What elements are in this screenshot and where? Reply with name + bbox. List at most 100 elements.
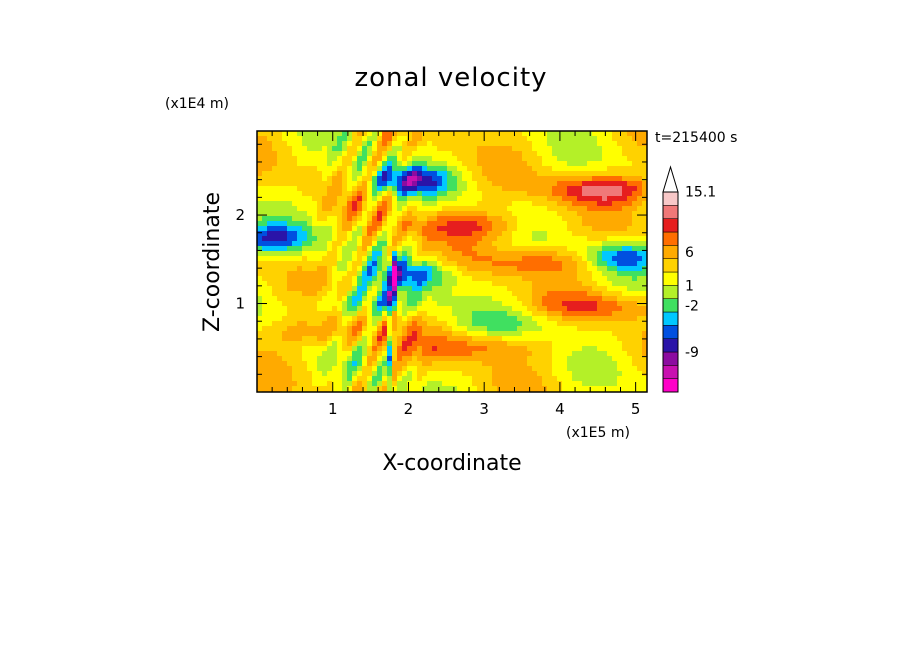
heatmap-cell <box>482 161 487 166</box>
heatmap-cell <box>407 261 412 266</box>
heatmap-cell <box>342 386 347 391</box>
heatmap-cell <box>552 346 557 351</box>
heatmap-cell <box>367 216 372 221</box>
heatmap-cell <box>307 316 312 321</box>
colorbar-swatch <box>662 378 679 393</box>
heatmap-cell <box>322 301 327 306</box>
heatmap-cell <box>382 231 387 236</box>
heatmap-cell <box>507 291 512 296</box>
heatmap-cell <box>447 181 452 186</box>
heatmap-cell <box>317 176 322 181</box>
heatmap-cell <box>422 271 427 276</box>
heatmap-cell <box>642 316 647 321</box>
heatmap-cell <box>387 381 392 386</box>
heatmap-cell <box>332 136 337 141</box>
heatmap-cell <box>577 341 582 346</box>
heatmap-cell <box>517 236 522 241</box>
heatmap-cell <box>442 246 447 251</box>
heatmap-cell <box>402 166 407 171</box>
heatmap-cell <box>322 296 327 301</box>
heatmap-cell <box>442 186 447 191</box>
heatmap-cell <box>587 176 592 181</box>
heatmap-cell <box>422 346 427 351</box>
heatmap-cell <box>447 231 452 236</box>
heatmap-cell <box>297 376 302 381</box>
heatmap-cell <box>547 256 552 261</box>
heatmap-cell <box>407 316 412 321</box>
heatmap-cell <box>372 146 377 151</box>
heatmap-cell <box>287 246 292 251</box>
heatmap-cell <box>467 231 472 236</box>
heatmap-cell <box>587 306 592 311</box>
heatmap-cell <box>527 261 532 266</box>
heatmap-cell <box>392 376 397 381</box>
heatmap-cell <box>382 191 387 196</box>
heatmap-cell <box>357 336 362 341</box>
heatmap-cell <box>502 286 507 291</box>
heatmap-cell <box>257 296 262 301</box>
heatmap-cell <box>397 306 402 311</box>
heatmap-cell <box>322 266 327 271</box>
heatmap-cell <box>612 191 617 196</box>
heatmap-cell <box>397 301 402 306</box>
heatmap-cell <box>572 236 577 241</box>
heatmap-cell <box>272 221 277 226</box>
heatmap-cell <box>347 236 352 241</box>
heatmap-cell <box>347 326 352 331</box>
heatmap-cell <box>517 356 522 361</box>
heatmap-cell <box>557 216 562 221</box>
heatmap-cell <box>397 281 402 286</box>
heatmap-cell <box>607 241 612 246</box>
heatmap-cell <box>597 281 602 286</box>
heatmap-cell <box>497 351 502 356</box>
heatmap-cell <box>617 231 622 236</box>
heatmap-cell <box>547 326 552 331</box>
heatmap-cell <box>307 321 312 326</box>
heatmap-cell <box>437 216 442 221</box>
heatmap-cell <box>417 331 422 336</box>
heatmap-cell <box>402 301 407 306</box>
heatmap-cell <box>482 376 487 381</box>
heatmap-cell <box>397 371 402 376</box>
heatmap-cell <box>307 226 312 231</box>
heatmap-cell <box>512 366 517 371</box>
heatmap-cell <box>522 301 527 306</box>
heatmap-cell <box>577 261 582 266</box>
heatmap-cell <box>437 311 442 316</box>
heatmap-cell <box>592 251 597 256</box>
heatmap-cell <box>317 316 322 321</box>
heatmap-cell <box>492 236 497 241</box>
heatmap-cell <box>502 181 507 186</box>
heatmap-cell <box>282 376 287 381</box>
heatmap-cell <box>312 226 317 231</box>
heatmap-cell <box>617 266 622 271</box>
heatmap-cell <box>337 331 342 336</box>
heatmap-cell <box>522 331 527 336</box>
heatmap-cell <box>517 266 522 271</box>
heatmap-cell <box>547 196 552 201</box>
heatmap-cell <box>262 356 267 361</box>
heatmap-cell <box>512 151 517 156</box>
heatmap-cell <box>317 361 322 366</box>
heatmap-cell <box>267 171 272 176</box>
heatmap-cell <box>597 201 602 206</box>
heatmap-cell <box>632 331 637 336</box>
heatmap-cell <box>532 166 537 171</box>
heatmap-cell <box>442 306 447 311</box>
heatmap-cell <box>522 341 527 346</box>
heatmap-cell <box>327 351 332 356</box>
heatmap-cell <box>447 361 452 366</box>
heatmap-cell <box>457 336 462 341</box>
heatmap-cell <box>597 326 602 331</box>
heatmap-cell <box>337 181 342 186</box>
heatmap-cell <box>342 181 347 186</box>
heatmap-cell <box>412 246 417 251</box>
heatmap-cell <box>582 161 587 166</box>
heatmap-cell <box>487 271 492 276</box>
heatmap-cell <box>432 246 437 251</box>
heatmap-cell <box>567 286 572 291</box>
heatmap-cell <box>322 201 327 206</box>
heatmap-cell <box>292 131 297 136</box>
heatmap-cell <box>337 301 342 306</box>
heatmap-cell <box>567 311 572 316</box>
